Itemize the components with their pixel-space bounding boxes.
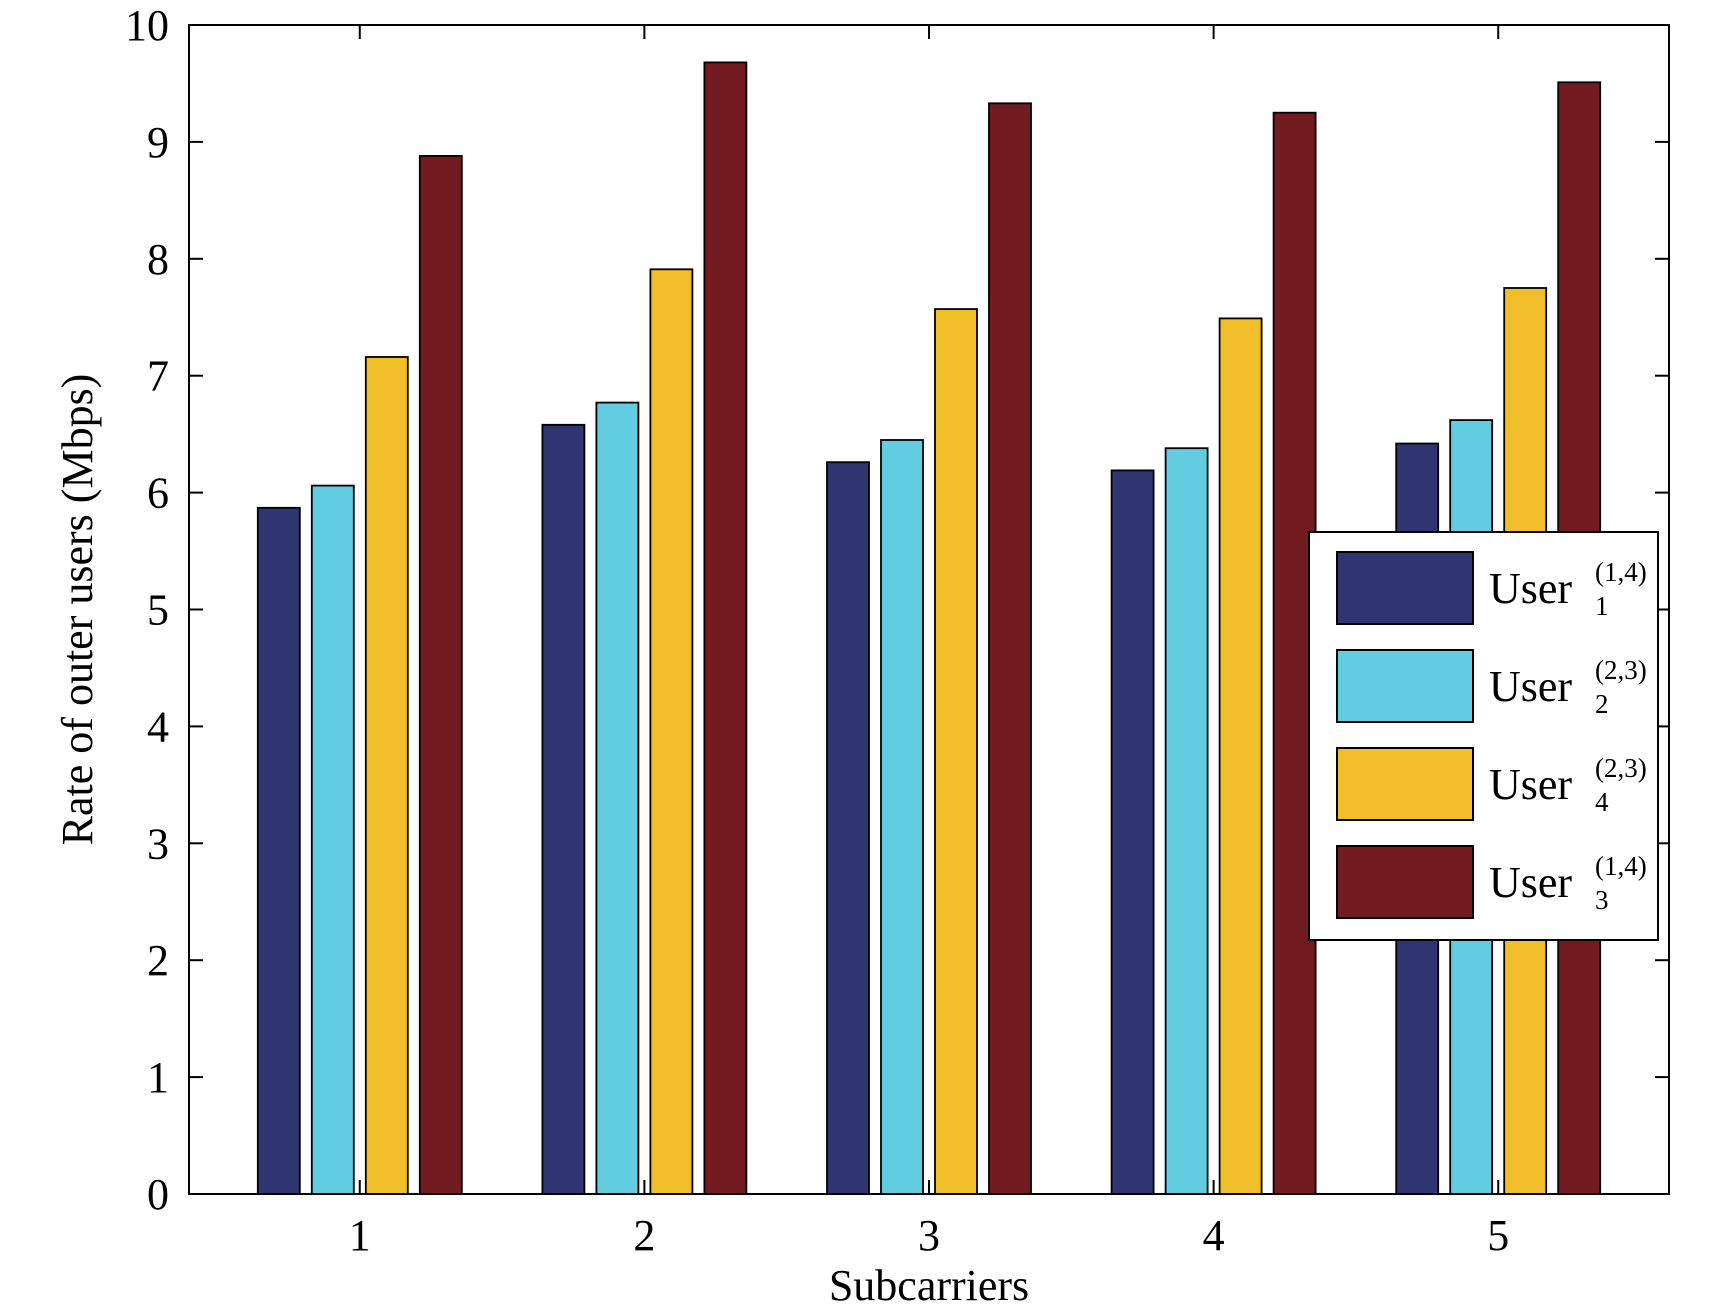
bar-series1-cat3 <box>826 461 870 1195</box>
bar-series3-cat1 <box>364 356 409 1195</box>
y-tick-label: 1 <box>147 1053 169 1102</box>
y-tick-label: 0 <box>147 1170 169 1219</box>
y-tick-label: 7 <box>147 352 169 401</box>
legend-label-3: User <box>1489 760 1572 809</box>
y-tick-label: 9 <box>147 118 169 167</box>
y-axis-label: Rate of outer users (Mbps) <box>53 374 102 846</box>
bar-series2-cat4 <box>1164 447 1209 1195</box>
bar-series4-cat1 <box>418 154 463 1195</box>
x-tick-label: 1 <box>349 1211 371 1260</box>
legend-subscript-3: 4 <box>1595 787 1609 817</box>
bar-series4-cat2 <box>703 61 748 1195</box>
x-tick-label: 3 <box>918 1211 940 1260</box>
legend-swatch-2 <box>1336 649 1474 723</box>
legend-superscript-4: (1,4) <box>1595 851 1647 881</box>
x-axis-label: Subcarriers <box>829 1261 1029 1310</box>
legend: User 1 (1,4) User 2 (2,3) User 4 (2,3) User 3 (1,4) <box>1308 531 1659 941</box>
axes-layer: 0 1 2 3 4 5 6 7 8 9 10 1 2 3 4 5 <box>125 1 1670 1260</box>
legend-superscript-1: (1,4) <box>1595 557 1647 587</box>
bar-series2-cat1 <box>310 484 355 1195</box>
bar-series2-cat2 <box>595 401 640 1195</box>
y-tick-label: 2 <box>147 936 169 985</box>
x-tick-label: 5 <box>1487 1211 1509 1260</box>
legend-subscript-4: 3 <box>1595 885 1609 915</box>
legend-subscript-2: 2 <box>1595 689 1609 719</box>
legend-superscript-2: (2,3) <box>1595 655 1647 685</box>
y-tick-label: 10 <box>125 1 169 50</box>
y-tick-label: 4 <box>147 702 169 751</box>
bar-series3-cat2 <box>649 268 694 1195</box>
bar-series1-cat1 <box>256 506 301 1195</box>
y-tick-label: 8 <box>147 235 169 284</box>
legend-label-1: User <box>1489 564 1572 613</box>
bar-series1-cat2 <box>541 423 586 1195</box>
legend-subscript-1: 1 <box>1595 591 1609 621</box>
legend-label-2: User <box>1489 662 1572 711</box>
legend-swatch-1 <box>1336 551 1474 625</box>
legend-label-4: User <box>1489 858 1572 907</box>
y-tick-label: 3 <box>147 819 169 868</box>
y-tick-label: 5 <box>147 586 169 635</box>
x-tick-label: 2 <box>633 1211 655 1260</box>
legend-superscript-3: (2,3) <box>1595 753 1647 783</box>
bar-series3-cat4 <box>1218 317 1263 1195</box>
bar-series3-cat3 <box>934 308 978 1195</box>
bars-layer <box>256 61 1602 1195</box>
bar-series1-cat4 <box>1110 469 1155 1195</box>
x-tick-label: 4 <box>1203 1211 1225 1260</box>
legend-swatch-4 <box>1336 845 1474 919</box>
bar-series4-cat3 <box>988 102 1032 1195</box>
y-tick-label: 6 <box>147 469 169 518</box>
bar-series2-cat3 <box>880 439 924 1195</box>
legend-swatch-3 <box>1336 747 1474 821</box>
